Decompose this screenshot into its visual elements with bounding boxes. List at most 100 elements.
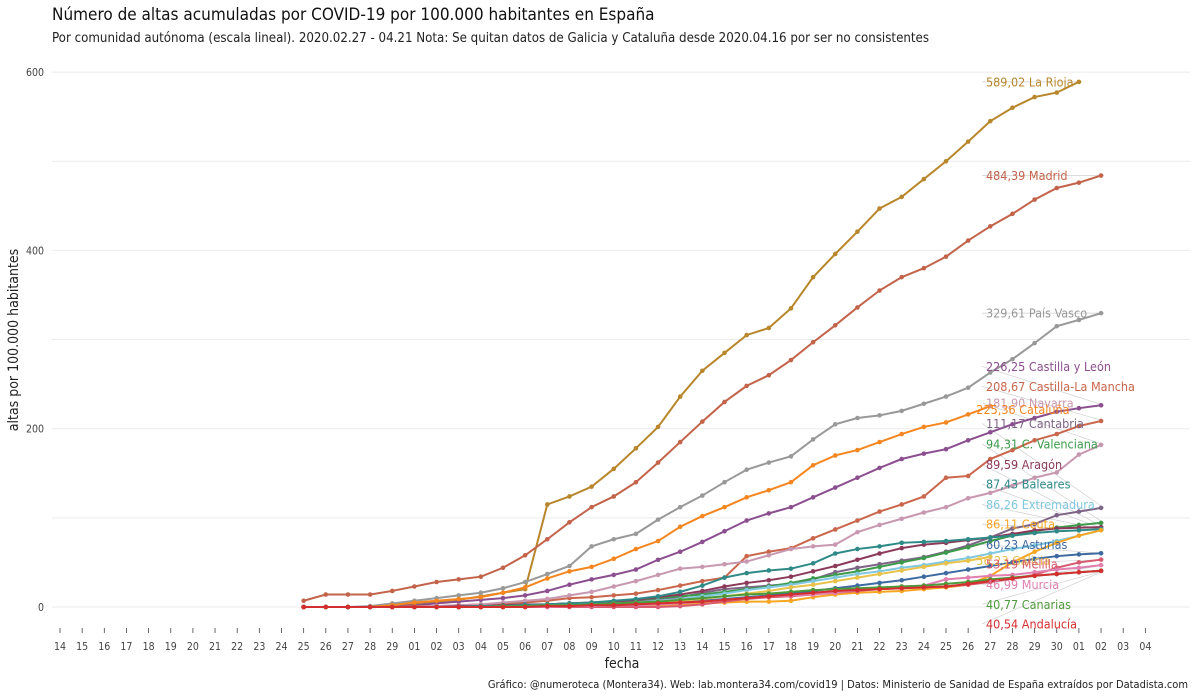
data-point bbox=[899, 577, 904, 583]
x-tick-label: 25 bbox=[940, 641, 952, 653]
label-connector bbox=[981, 483, 1105, 530]
data-point bbox=[567, 593, 572, 598]
data-point bbox=[877, 580, 882, 586]
data-point bbox=[1076, 317, 1082, 323]
data-point bbox=[899, 194, 904, 200]
data-point bbox=[389, 604, 395, 610]
data-point bbox=[1098, 442, 1104, 448]
data-point bbox=[921, 585, 927, 590]
data-point bbox=[611, 572, 617, 578]
data-point bbox=[832, 542, 838, 547]
x-tick-label: 04 bbox=[1139, 641, 1151, 653]
data-point bbox=[412, 584, 417, 589]
data-point bbox=[1054, 185, 1060, 191]
data-point bbox=[611, 536, 617, 542]
x-tick-label: 23 bbox=[896, 641, 908, 653]
data-point bbox=[744, 495, 749, 500]
data-point bbox=[855, 229, 860, 234]
data-point bbox=[722, 479, 727, 485]
data-point bbox=[988, 224, 993, 229]
chart-subtitle: Por comunidad autónoma (escala lineal). … bbox=[52, 31, 930, 46]
data-point bbox=[700, 419, 705, 424]
x-tick-label: 03 bbox=[1117, 641, 1129, 653]
data-point bbox=[700, 368, 705, 374]
data-point bbox=[1054, 567, 1060, 572]
x-tick-label: 20 bbox=[829, 641, 841, 653]
data-point bbox=[412, 604, 417, 610]
data-point bbox=[965, 567, 971, 572]
x-tick-label: 10 bbox=[608, 641, 620, 653]
data-point bbox=[988, 118, 993, 124]
data-point bbox=[545, 603, 550, 609]
end-label: 56,23 Galicia bbox=[976, 553, 1050, 568]
data-point bbox=[611, 584, 617, 589]
end-label: 226,25 Castilla y León bbox=[986, 359, 1111, 374]
data-point bbox=[589, 504, 594, 510]
data-point bbox=[877, 522, 882, 528]
data-point bbox=[589, 589, 594, 595]
data-point bbox=[988, 429, 993, 435]
data-point bbox=[1098, 418, 1104, 424]
data-point bbox=[345, 592, 351, 597]
data-point bbox=[434, 604, 439, 610]
data-point bbox=[1054, 409, 1060, 415]
data-point bbox=[855, 475, 860, 481]
data-point bbox=[1098, 505, 1104, 511]
data-point bbox=[766, 511, 772, 516]
data-point bbox=[877, 439, 882, 445]
data-point bbox=[1010, 105, 1015, 111]
data-point bbox=[899, 540, 904, 546]
label-connector bbox=[981, 443, 1105, 524]
data-point bbox=[899, 516, 904, 522]
data-point bbox=[500, 585, 506, 591]
data-point bbox=[988, 554, 993, 560]
series-andalucía bbox=[301, 568, 1104, 610]
data-point bbox=[855, 571, 860, 577]
data-point bbox=[744, 570, 749, 576]
data-point bbox=[855, 557, 860, 563]
data-point bbox=[810, 569, 816, 574]
data-point bbox=[988, 370, 993, 375]
x-tick-label: 19 bbox=[807, 641, 819, 653]
data-point bbox=[567, 494, 572, 499]
x-tick-label: 27 bbox=[984, 641, 996, 653]
data-point bbox=[1054, 553, 1060, 559]
data-point bbox=[788, 585, 794, 590]
data-point bbox=[899, 274, 904, 280]
data-point bbox=[633, 596, 639, 602]
data-point bbox=[611, 602, 617, 608]
x-tick-label: 21 bbox=[851, 641, 863, 653]
data-point bbox=[988, 538, 993, 544]
data-point bbox=[500, 590, 506, 596]
data-point bbox=[655, 572, 661, 578]
data-point bbox=[788, 504, 794, 510]
end-label: 86,11 Ceuta bbox=[986, 517, 1055, 532]
data-point bbox=[766, 460, 772, 465]
data-point bbox=[1054, 571, 1060, 577]
data-point bbox=[722, 350, 727, 356]
data-point bbox=[832, 421, 838, 427]
data-point bbox=[722, 584, 727, 589]
data-point bbox=[1098, 520, 1104, 526]
data-point bbox=[367, 604, 373, 610]
data-point bbox=[943, 577, 949, 582]
data-point bbox=[1098, 173, 1104, 178]
data-point bbox=[766, 585, 772, 590]
data-point bbox=[389, 588, 395, 594]
data-point bbox=[1054, 528, 1060, 534]
data-point bbox=[633, 479, 639, 485]
x-tick-label: 15 bbox=[76, 641, 88, 653]
x-tick-label: 17 bbox=[763, 641, 775, 653]
data-point bbox=[412, 600, 417, 605]
data-point bbox=[478, 604, 484, 610]
data-point bbox=[301, 598, 306, 604]
data-point bbox=[1032, 549, 1037, 555]
data-point bbox=[1076, 569, 1082, 575]
y-axis-ticks: 0 200 400 600 bbox=[26, 67, 44, 614]
data-point bbox=[677, 589, 683, 595]
data-point bbox=[766, 552, 772, 558]
data-point bbox=[921, 424, 927, 430]
x-tick-label: 05 bbox=[497, 641, 509, 653]
data-point bbox=[1010, 356, 1015, 362]
chart-title: Número de altas acumuladas por COVID-19 … bbox=[52, 5, 655, 25]
